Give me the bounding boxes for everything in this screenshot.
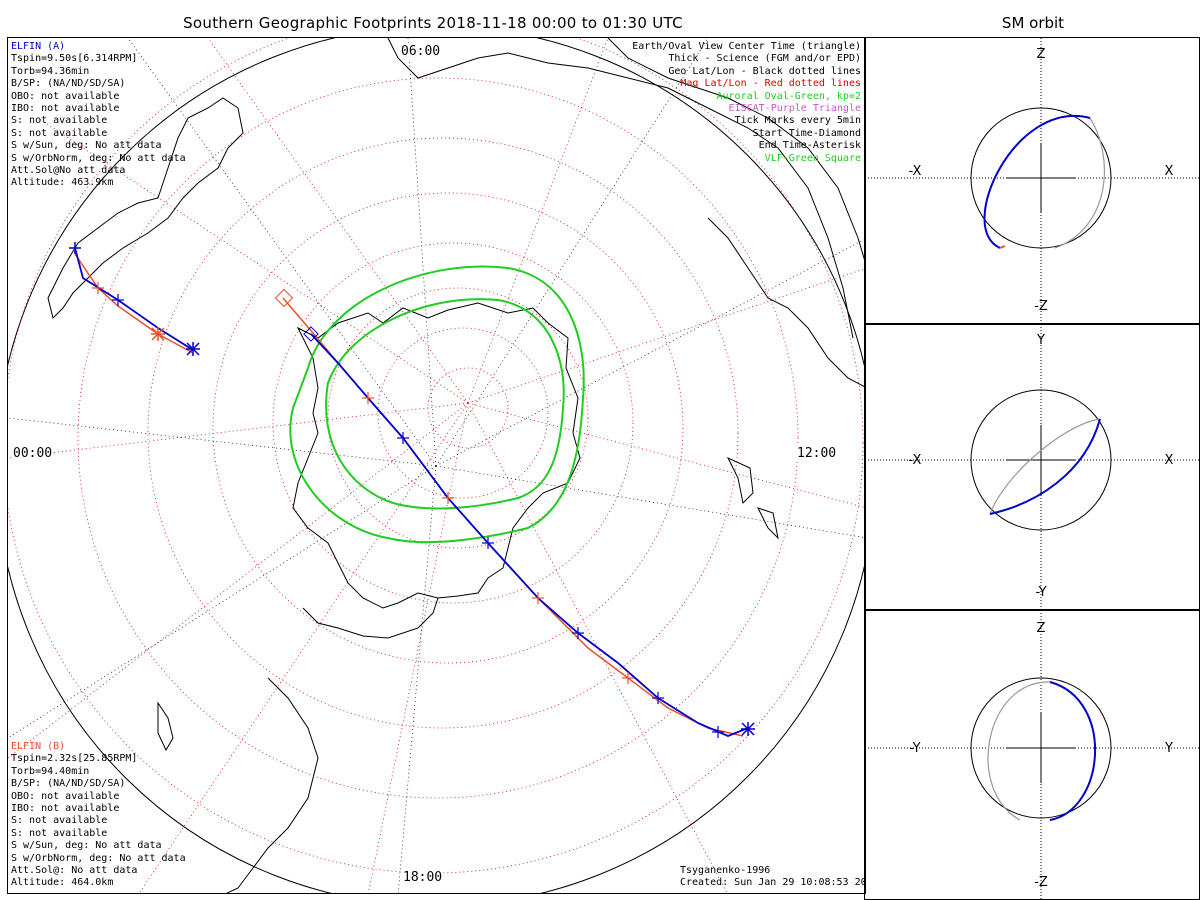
sm2-top: Y <box>1036 333 1045 348</box>
antarctic-peninsula <box>302 597 439 639</box>
africa-coastline <box>226 677 319 893</box>
elfin_b-line: Tspin=2.32s[25.85RPM] <box>11 753 138 765</box>
sm3-bottom: -Z <box>1034 875 1048 890</box>
footprint-map-panel: ELFIN (A) Tspin=9.50s[6.314RPM] Torb=94.36… <box>7 37 866 894</box>
footer: Tsyganenko-1996 Created: Sun Jan 29 10:08… <box>680 865 866 890</box>
elfin_a-line: OBO: not available <box>11 90 120 102</box>
sm3-left: -Y <box>909 741 920 756</box>
sm2-bottom: -Y <box>1035 585 1046 600</box>
sm-panel-yz: Z -Z -Y Y <box>864 609 1200 900</box>
sm3-top: Z <box>1037 621 1046 636</box>
legend-entry: Thick - Science (FGM and/or EPD) <box>668 53 861 65</box>
sm3-right: Y <box>1164 741 1173 756</box>
elfin-b-info: ELFIN (B) Tspin=2.32s[25.85RPM] Torb=94.40… <box>11 741 186 890</box>
elfin_b-line: S: not available <box>11 815 108 827</box>
mlt-label-top: 06:00 <box>400 44 442 59</box>
elfin_b-line: OBO: not available <box>11 790 120 802</box>
elfin_b-line: IBO: not available <box>11 802 120 814</box>
track-markers <box>69 242 755 738</box>
created-label: Created: Sun Jan 29 10:08:53 2023 <box>680 877 866 889</box>
model-label: Tsyganenko-1996 <box>680 865 771 876</box>
new-zealand-coastline <box>726 456 779 540</box>
sm-xy-plot: Y -Y -X X <box>865 324 1199 610</box>
footprint-map <box>8 38 865 893</box>
elfin_b-line: S: not available <box>11 827 108 839</box>
sm-panel-xy: Y -Y -X X <box>864 323 1200 611</box>
elfin_a-line: Att.Sol@No att data <box>11 164 126 176</box>
legend-entry: EISCAT-Purple Triangle <box>728 102 861 114</box>
legend-entry: Tick Marks every 5min <box>734 115 861 127</box>
geo-lat-grid <box>8 38 865 893</box>
sm1-right: X <box>1165 164 1174 179</box>
elfin-b-track <box>74 253 744 737</box>
elfin_b-line: Torb=94.40min <box>11 765 90 777</box>
elfin_b-line: B/SP: (NA/ND/SD/SA) <box>11 778 126 790</box>
elfin_b-line: ELFIN (B) <box>11 741 66 752</box>
sm2-right: X <box>1165 453 1174 468</box>
legend: Earth/Oval View Center Time (triangle) Th… <box>632 41 861 165</box>
auroral-oval <box>289 265 585 544</box>
madagascar-coastline <box>157 701 174 752</box>
elfin_a-line: IBO: not available <box>11 102 120 114</box>
elfin_b-line: Altitude: 464.0km <box>11 877 114 889</box>
elfin_a-line: ELFIN (A) <box>11 41 66 52</box>
sm-panel-xz: Z -Z -X X <box>864 37 1200 325</box>
legend-entry: VLF-Green Square <box>764 152 861 164</box>
mlt-label-right: 12:00 <box>796 446 838 461</box>
mag-lat-grid <box>8 38 865 893</box>
legend-entry: Auroral Oval-Green, kp=2 <box>716 90 862 102</box>
elfin_a-line: Torb=94.36min <box>11 65 90 77</box>
legend-entry: Mag Lat/Lon - Red dotted lines <box>680 78 861 90</box>
legend-entry: End Time-Asterisk <box>758 140 861 152</box>
elfin_a-line: B/SP: (NA/ND/SD/SA) <box>11 78 126 90</box>
legend-entry: Start Time-Diamond <box>752 127 861 139</box>
elfin_a-line: Tspin=9.50s[6.314RPM] <box>11 53 138 65</box>
south-america-coastline <box>47 97 244 319</box>
mlt-label-bottom: 18:00 <box>402 870 444 885</box>
elfin-a-info: ELFIN (A) Tspin=9.50s[6.314RPM] Torb=94.36… <box>11 41 186 190</box>
elfin_a-line: S w/OrbNorm, deg: No att data <box>11 152 186 164</box>
sm1-bottom: -Z <box>1034 299 1048 314</box>
sm1-top: Z <box>1037 47 1046 62</box>
elfin-a-track <box>74 247 749 737</box>
sm-xz-plot: Z -Z -X X <box>865 38 1199 324</box>
elfin_a-line: S: not available <box>11 115 108 127</box>
elfin_b-line: S w/OrbNorm, deg: No att data <box>11 852 186 864</box>
australia-coastline <box>707 217 865 388</box>
legend-entry: Earth/Oval View Center Time (triangle) <box>632 41 861 52</box>
elfin_a-line: S w/Sun, deg: No att data <box>11 140 162 152</box>
antarctica-coastline <box>292 302 581 609</box>
sm-yz-plot: Z -Z -Y Y <box>865 610 1199 899</box>
legend-entry: Geo Lat/Lon - Black dotted lines <box>668 65 861 77</box>
elfin_a-line: Altitude: 463.9km <box>11 177 114 189</box>
elfin_b-line: Att.Sol@: No att data <box>11 864 138 876</box>
elfin_a-line: S: not available <box>11 127 108 139</box>
sm-orbit-title: SM orbit <box>1001 14 1065 32</box>
mlt-label-left: 00:00 <box>12 446 54 461</box>
coastline-top <box>387 38 854 339</box>
elfin_b-line: S w/Sun, deg: No att data <box>11 840 162 852</box>
coastline-right-edge <box>607 38 865 264</box>
sm2-left: -X <box>909 453 922 468</box>
plot-title: Southern Geographic Footprints 2018-11-1… <box>183 14 683 32</box>
sm1-left: -X <box>909 164 922 179</box>
